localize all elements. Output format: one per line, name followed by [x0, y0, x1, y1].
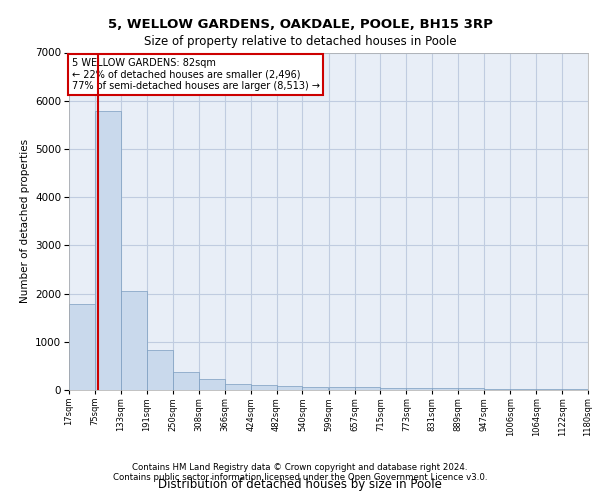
Bar	[302, 386, 328, 390]
Bar	[484, 388, 510, 390]
Bar	[69, 304, 95, 390]
Text: Size of property relative to detached houses in Poole: Size of property relative to detached ho…	[143, 35, 457, 48]
Text: Contains HM Land Registry data © Crown copyright and database right 2024.: Contains HM Land Registry data © Crown c…	[132, 462, 468, 471]
Text: 5 WELLOW GARDENS: 82sqm
← 22% of detached houses are smaller (2,496)
77% of semi: 5 WELLOW GARDENS: 82sqm ← 22% of detache…	[71, 58, 320, 91]
Bar	[562, 389, 588, 390]
Y-axis label: Number of detached properties: Number of detached properties	[20, 139, 29, 304]
Bar	[225, 384, 251, 390]
Bar	[251, 384, 277, 390]
Text: Distribution of detached houses by size in Poole: Distribution of detached houses by size …	[158, 478, 442, 491]
Text: 5, WELLOW GARDENS, OAKDALE, POOLE, BH15 3RP: 5, WELLOW GARDENS, OAKDALE, POOLE, BH15 …	[107, 18, 493, 30]
Bar	[458, 388, 484, 390]
Bar	[277, 386, 302, 390]
Bar	[536, 389, 562, 390]
Text: Contains public sector information licensed under the Open Government Licence v3: Contains public sector information licen…	[113, 472, 487, 482]
Bar	[329, 387, 355, 390]
Bar	[511, 389, 536, 390]
Bar	[146, 350, 173, 390]
Bar	[173, 372, 199, 390]
Bar	[432, 388, 458, 390]
Bar	[406, 388, 432, 390]
Bar	[199, 380, 225, 390]
Bar	[95, 112, 121, 390]
Bar	[380, 388, 406, 390]
Bar	[355, 388, 380, 390]
Bar	[121, 290, 146, 390]
